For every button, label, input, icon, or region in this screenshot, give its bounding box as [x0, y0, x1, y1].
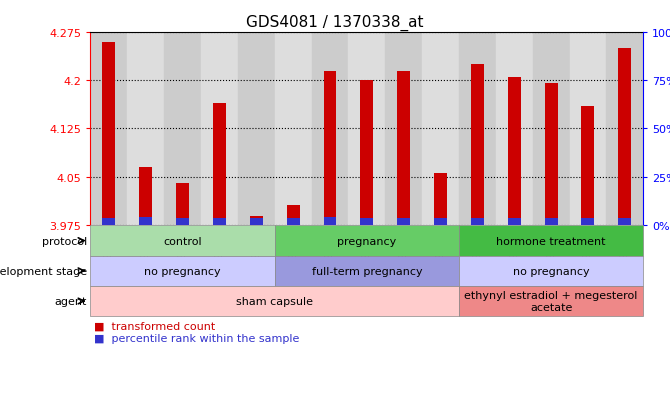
Text: ■  percentile rank within the sample: ■ percentile rank within the sample: [94, 333, 299, 343]
Bar: [250, 217, 263, 225]
Bar: [570, 33, 606, 225]
Bar: [471, 218, 484, 225]
Bar: [508, 78, 521, 225]
Text: GDS4081 / 1370338_at: GDS4081 / 1370338_at: [247, 14, 423, 31]
Bar: [324, 217, 336, 225]
Text: agent: agent: [55, 296, 87, 306]
Bar: [434, 174, 447, 225]
Bar: [397, 218, 410, 225]
Bar: [275, 33, 312, 225]
Bar: [139, 168, 152, 225]
Bar: [287, 218, 299, 225]
Bar: [582, 218, 594, 225]
Bar: [250, 218, 263, 225]
Bar: [360, 218, 373, 225]
Bar: [545, 84, 557, 225]
Bar: [213, 104, 226, 225]
Text: hormone treatment: hormone treatment: [496, 236, 606, 246]
Text: ■  transformed count: ■ transformed count: [94, 321, 215, 331]
Bar: [103, 43, 115, 225]
Bar: [348, 33, 385, 225]
Bar: [127, 33, 164, 225]
Bar: [545, 218, 557, 225]
Bar: [397, 71, 410, 225]
Text: development stage: development stage: [0, 266, 87, 276]
Text: control: control: [163, 236, 202, 246]
Bar: [533, 33, 569, 225]
Bar: [176, 183, 189, 225]
Bar: [434, 218, 447, 225]
Bar: [496, 33, 533, 225]
Bar: [139, 217, 152, 225]
Text: pregnancy: pregnancy: [337, 236, 397, 246]
Bar: [324, 71, 336, 225]
Bar: [176, 218, 189, 225]
Bar: [606, 33, 643, 225]
Text: no pregnancy: no pregnancy: [144, 266, 221, 276]
Bar: [312, 33, 348, 225]
Bar: [618, 218, 631, 225]
Bar: [471, 65, 484, 225]
Bar: [103, 218, 115, 225]
Text: protocol: protocol: [42, 236, 87, 246]
Text: no pregnancy: no pregnancy: [513, 266, 590, 276]
Bar: [582, 107, 594, 225]
Bar: [213, 218, 226, 225]
Bar: [360, 81, 373, 225]
Bar: [238, 33, 275, 225]
Bar: [508, 218, 521, 225]
Bar: [164, 33, 201, 225]
Text: full-term pregnancy: full-term pregnancy: [312, 266, 422, 276]
Bar: [287, 206, 299, 225]
Bar: [618, 49, 631, 225]
Bar: [459, 33, 496, 225]
Bar: [422, 33, 459, 225]
Bar: [201, 33, 238, 225]
Text: ethynyl estradiol + megesterol
acetate: ethynyl estradiol + megesterol acetate: [464, 290, 638, 312]
Bar: [385, 33, 422, 225]
Bar: [90, 33, 127, 225]
Text: sham capsule: sham capsule: [237, 296, 313, 306]
